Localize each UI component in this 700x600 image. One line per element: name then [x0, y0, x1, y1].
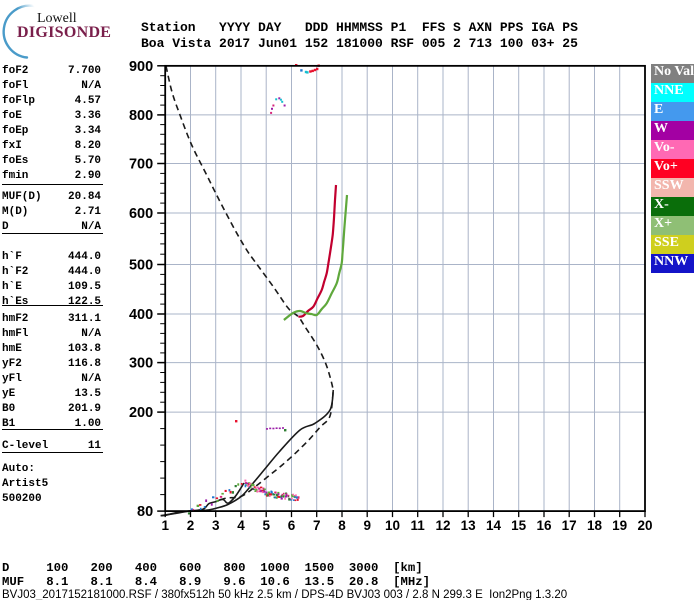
svg-text:80: 80 [137, 504, 153, 520]
svg-text:12: 12 [435, 518, 450, 533]
svg-text:20: 20 [637, 518, 652, 533]
svg-text:14: 14 [486, 518, 502, 533]
svg-text:17: 17 [562, 518, 577, 533]
svg-text:3: 3 [212, 518, 220, 533]
svg-text:4: 4 [237, 518, 245, 533]
svg-text:600: 600 [129, 206, 153, 222]
svg-text:7: 7 [313, 518, 321, 533]
svg-text:16: 16 [536, 518, 552, 533]
svg-text:10: 10 [385, 518, 400, 533]
svg-text:5: 5 [262, 518, 270, 533]
svg-text:700: 700 [129, 157, 153, 173]
svg-text:1: 1 [161, 518, 169, 533]
svg-text:8: 8 [338, 518, 346, 533]
svg-text:500: 500 [129, 258, 153, 274]
svg-text:19: 19 [612, 518, 627, 533]
svg-text:11: 11 [411, 518, 426, 533]
svg-text:13: 13 [461, 518, 477, 533]
svg-text:900: 900 [129, 59, 153, 75]
svg-text:18: 18 [587, 518, 603, 533]
svg-text:300: 300 [129, 356, 153, 372]
svg-text:6: 6 [288, 518, 296, 533]
svg-text:800: 800 [129, 108, 153, 124]
svg-text:400: 400 [129, 307, 153, 323]
svg-text:200: 200 [129, 405, 153, 421]
svg-text:15: 15 [511, 518, 527, 533]
svg-text:9: 9 [363, 518, 371, 533]
svg-text:2: 2 [187, 518, 195, 533]
